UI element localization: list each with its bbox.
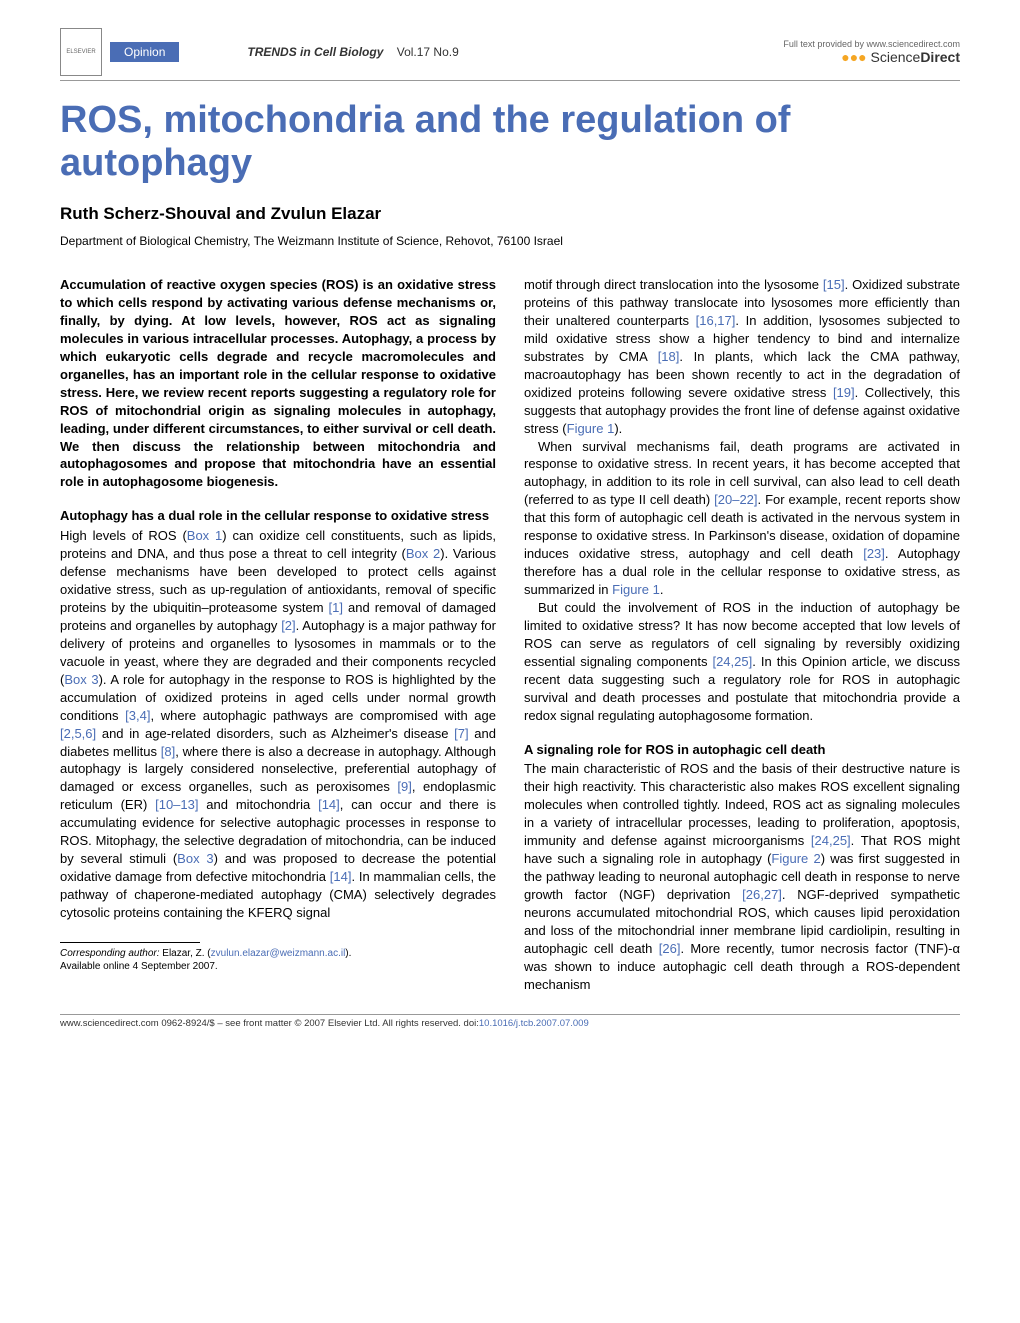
citation-ref[interactable]: [24,25]	[811, 833, 851, 848]
figure-ref[interactable]: Figure 2	[771, 851, 820, 866]
citation-ref[interactable]: [7]	[454, 726, 468, 741]
footnote: Corresponding author: Elazar, Z. (zvulun…	[60, 947, 496, 974]
text: and in age-related disorders, such as Al…	[96, 726, 454, 741]
body-columns: Accumulation of reactive oxygen species …	[60, 276, 960, 994]
figure-ref[interactable]: Figure 1	[567, 421, 615, 436]
column-left: Accumulation of reactive oxygen species …	[60, 276, 496, 994]
paragraph: motif through direct translocation into …	[524, 276, 960, 437]
footnote-separator	[60, 942, 200, 943]
citation-ref[interactable]: [3,4]	[125, 708, 150, 723]
text: .	[660, 582, 664, 597]
journal-page: ELSEVIER Opinion TRENDS in Cell Biology …	[0, 0, 1020, 1069]
citation-ref[interactable]: [20–22]	[714, 492, 757, 507]
section-heading-2: A signaling role for ROS in autophagic c…	[524, 741, 960, 759]
citation-ref[interactable]: [15]	[823, 277, 845, 292]
text: , where autophagic pathways are compromi…	[150, 708, 496, 723]
text: ).	[345, 948, 351, 959]
citation-ref[interactable]: [18]	[658, 349, 680, 364]
elsevier-logo: ELSEVIER	[60, 28, 102, 76]
corresponding-label: Corresponding author:	[60, 948, 160, 959]
citation-ref[interactable]: [2,5,6]	[60, 726, 96, 741]
figure-ref[interactable]: Figure 1	[612, 582, 660, 597]
authors: Ruth Scherz-Shouval and Zvulun Elazar	[60, 204, 960, 224]
text: High levels of ROS (	[60, 528, 187, 543]
copyright-text: www.sciencedirect.com 0962-8924/$ – see …	[60, 1018, 479, 1029]
journal-name: TRENDS in Cell Biology	[247, 45, 383, 59]
available-online: Available online 4 September 2007.	[60, 961, 218, 972]
box-ref[interactable]: Box 2	[406, 546, 440, 561]
citation-ref[interactable]: [8]	[161, 744, 175, 759]
box-ref[interactable]: Box 3	[64, 672, 98, 687]
citation-ref[interactable]: [10–13]	[155, 797, 198, 812]
sciencedirect-box: Full text provided by www.sciencedirect.…	[783, 39, 960, 65]
text: motif through direct translocation into …	[524, 277, 823, 292]
corresponding-author: Elazar, Z. (	[160, 948, 211, 959]
abstract: Accumulation of reactive oxygen species …	[60, 276, 496, 491]
paragraph: High levels of ROS (Box 1) can oxidize c…	[60, 527, 496, 922]
paragraph: But could the involvement of ROS in the …	[524, 599, 960, 725]
article-type-badge: Opinion	[110, 42, 179, 62]
citation-ref[interactable]: [1]	[329, 600, 343, 615]
text: ).	[614, 421, 622, 436]
header-bar: ELSEVIER Opinion TRENDS in Cell Biology …	[60, 28, 960, 81]
text: and mitochondria	[198, 797, 318, 812]
citation-ref[interactable]: [16,17]	[696, 313, 736, 328]
citation-ref[interactable]: [26]	[659, 941, 681, 956]
paragraph: When survival mechanisms fail, death pro…	[524, 438, 960, 599]
box-ref[interactable]: Box 1	[187, 528, 223, 543]
affiliation: Department of Biological Chemistry, The …	[60, 234, 960, 248]
sd-dots-icon: ●●●	[841, 49, 866, 65]
citation-ref[interactable]: [2]	[281, 618, 295, 633]
sd-prefix: Science	[871, 49, 921, 65]
sciencedirect-logo: ●●● ScienceDirect	[783, 49, 960, 65]
footer-text: www.sciencedirect.com 0962-8924/$ – see …	[60, 1018, 589, 1029]
citation-ref[interactable]: [24,25]	[712, 654, 752, 669]
citation-ref[interactable]: [14]	[330, 869, 352, 884]
column-right: motif through direct translocation into …	[524, 276, 960, 994]
citation-ref[interactable]: [9]	[397, 779, 411, 794]
citation-ref[interactable]: [23]	[863, 546, 885, 561]
author-email[interactable]: zvulun.elazar@weizmann.ac.il	[211, 948, 346, 959]
journal-info: TRENDS in Cell Biology Vol.17 No.9	[247, 45, 775, 59]
article-title: ROS, mitochondria and the regulation of …	[60, 99, 960, 184]
footer-bar: www.sciencedirect.com 0962-8924/$ – see …	[60, 1014, 960, 1029]
doi-link[interactable]: 10.1016/j.tcb.2007.07.009	[479, 1018, 589, 1029]
citation-ref[interactable]: [19]	[833, 385, 855, 400]
box-ref[interactable]: Box 3	[177, 851, 213, 866]
section-heading-1: Autophagy has a dual role in the cellula…	[60, 507, 496, 525]
citation-ref[interactable]: [26,27]	[742, 887, 782, 902]
sd-suffix: Direct	[920, 49, 960, 65]
citation-ref[interactable]: [14]	[318, 797, 340, 812]
journal-volume: Vol.17 No.9	[397, 45, 459, 59]
fulltext-label: Full text provided by www.sciencedirect.…	[783, 39, 960, 49]
paragraph: The main characteristic of ROS and the b…	[524, 760, 960, 993]
